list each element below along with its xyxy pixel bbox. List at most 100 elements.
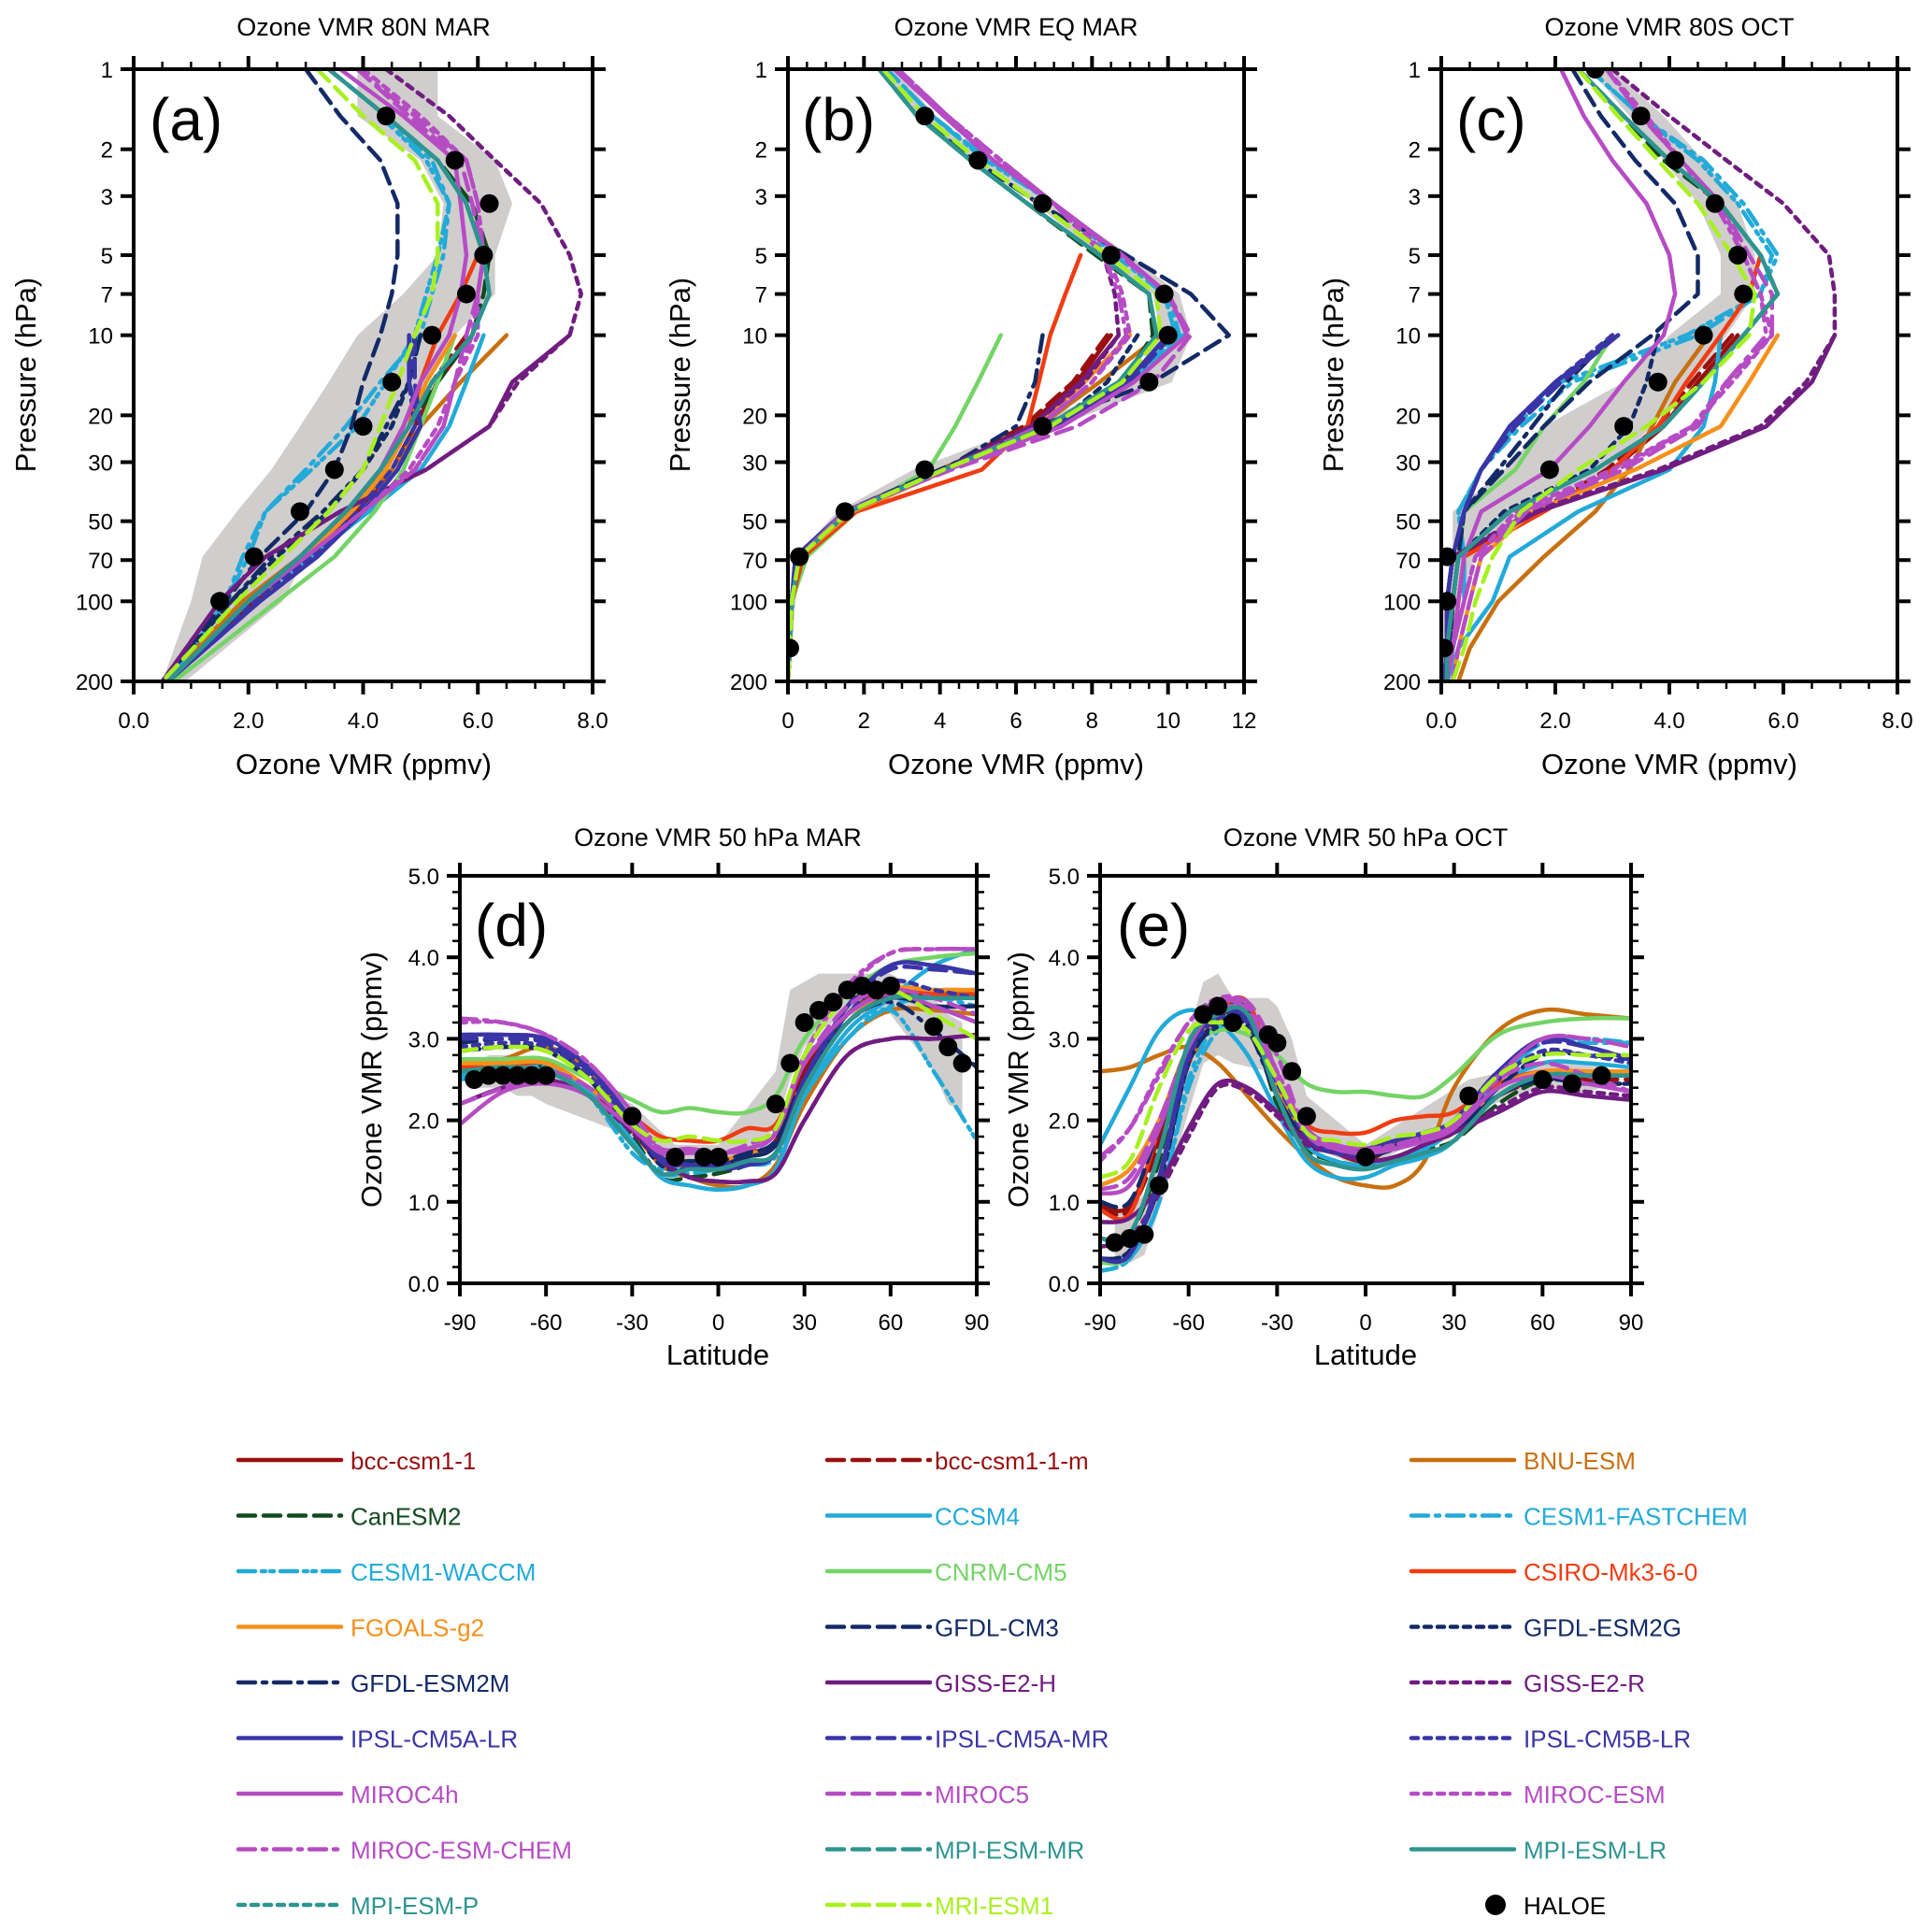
legend-item: CNRM-CM5 bbox=[824, 1558, 1067, 1586]
y-tick-label: 70 bbox=[88, 549, 113, 574]
plot-area bbox=[1441, 69, 1838, 681]
legend-item: IPSL-CM5A-LR bbox=[236, 1725, 518, 1753]
y-tick-label: 7 bbox=[101, 283, 113, 308]
haloe-point bbox=[1194, 1005, 1213, 1024]
legend-item: IPSL-CM5A-MR bbox=[824, 1725, 1109, 1753]
y-tick-label: 30 bbox=[742, 451, 767, 476]
legend-label: HALOE bbox=[1524, 1892, 1606, 1920]
x-tick-label: -90 bbox=[444, 1310, 477, 1336]
y-tick-label: 70 bbox=[742, 549, 767, 574]
haloe-point bbox=[780, 1053, 800, 1073]
y-tick-label: 5 bbox=[755, 244, 767, 269]
legend-label: CSIRO-Mk3-6-0 bbox=[1524, 1558, 1697, 1586]
y-tick-label: 3 bbox=[1409, 185, 1421, 210]
legend-label: CanESM2 bbox=[351, 1503, 462, 1531]
y-tick-label: 50 bbox=[742, 510, 767, 536]
legend-item: GFDL-ESM2G bbox=[1409, 1614, 1682, 1642]
haloe-point bbox=[1648, 372, 1667, 392]
x-tick-label: 6.0 bbox=[1767, 708, 1798, 734]
legend-label: FGOALS-g2 bbox=[351, 1614, 484, 1642]
series-line-bcc-csm1-1-m bbox=[788, 333, 1109, 681]
haloe-point bbox=[1666, 150, 1685, 170]
panel-c: Ozone VMR 80S OCT Ozone VMR (ppmv) Press… bbox=[1317, 13, 1913, 780]
haloe-point bbox=[1728, 245, 1748, 265]
legend-item: GISS-E2-H bbox=[824, 1669, 1056, 1697]
haloe-point bbox=[1539, 460, 1559, 479]
y-tick-label: 0.0 bbox=[1049, 1272, 1080, 1297]
x-tick-label: -60 bbox=[1172, 1310, 1205, 1336]
panel-title: Ozone VMR 80S OCT bbox=[1544, 13, 1794, 41]
haloe-point bbox=[852, 976, 872, 995]
haloe-point bbox=[809, 1000, 829, 1020]
y-tick-label: 2 bbox=[101, 138, 113, 164]
series-line-mri-esm1 bbox=[1450, 69, 1757, 681]
y-axis-label: Ozone VMR (ppmv) bbox=[355, 952, 388, 1208]
series-line-giss-e2-r bbox=[160, 69, 583, 681]
series-line-miroc-esm-chem bbox=[1444, 69, 1768, 681]
y-tick-label: 5 bbox=[1409, 244, 1421, 269]
x-tick-label: 2.0 bbox=[1539, 708, 1570, 734]
x-tick-label: 4.0 bbox=[348, 708, 379, 734]
haloe-point bbox=[823, 993, 843, 1012]
haloe-point bbox=[1441, 638, 1454, 658]
legend-label: GFDL-CM3 bbox=[935, 1614, 1059, 1642]
haloe-point bbox=[952, 1053, 972, 1073]
y-tick-label: 1 bbox=[755, 58, 767, 83]
haloe-point bbox=[1033, 417, 1052, 436]
y-tick-label: 2.0 bbox=[1049, 1109, 1080, 1135]
legend-label: MPI-ESM-MR bbox=[935, 1837, 1084, 1865]
legend-item: FGOALS-g2 bbox=[236, 1614, 484, 1642]
haloe-point bbox=[708, 1147, 728, 1166]
haloe-point bbox=[1441, 547, 1457, 566]
legend-label: GISS-E2-H bbox=[935, 1669, 1056, 1697]
panel-label: (c) bbox=[1456, 86, 1526, 153]
x-tick-label: 4.0 bbox=[1653, 708, 1684, 734]
y-tick-label: 20 bbox=[88, 404, 113, 429]
y-tick-label: 1.0 bbox=[1049, 1191, 1080, 1216]
panel-label: (d) bbox=[475, 892, 548, 959]
legend-item: IPSL-CM5B-LR bbox=[1409, 1725, 1691, 1753]
x-tick-label: 90 bbox=[1619, 1310, 1644, 1336]
x-tick-label: 2.0 bbox=[233, 708, 264, 734]
legend-label: bcc-csm1-1-m bbox=[935, 1447, 1089, 1475]
plot-area bbox=[788, 69, 1231, 681]
y-tick-label: 1.0 bbox=[408, 1191, 439, 1216]
series-line-miroc-esm-chem bbox=[165, 69, 486, 681]
series-line-cesm1-fastchem bbox=[1444, 69, 1781, 681]
x-tick-label: -60 bbox=[530, 1310, 563, 1336]
plot-area bbox=[1100, 973, 1631, 1274]
legend-item: MIROC-ESM bbox=[1409, 1781, 1666, 1809]
series-line-mri-esm1 bbox=[1100, 1020, 1631, 1180]
y-axis-label: Ozone VMR (ppmv) bbox=[1002, 952, 1035, 1208]
y-tick-label: 50 bbox=[1395, 510, 1421, 536]
haloe-point bbox=[1033, 193, 1052, 213]
haloe-point bbox=[479, 193, 499, 213]
haloe-point bbox=[1734, 284, 1753, 304]
haloe-point bbox=[494, 1066, 513, 1085]
series-line-mpi-esm-p bbox=[165, 69, 492, 681]
haloe-point bbox=[1224, 1012, 1242, 1032]
y-tick-label: 2 bbox=[755, 138, 767, 164]
series-line-gfdl-esm2m bbox=[160, 333, 423, 681]
haloe-point bbox=[474, 245, 494, 265]
x-tick-label: 30 bbox=[792, 1310, 817, 1336]
legend-label: MRI-ESM1 bbox=[935, 1892, 1053, 1920]
haloe-point bbox=[508, 1066, 527, 1085]
haloe-point bbox=[445, 150, 465, 170]
haloe-point bbox=[1135, 1224, 1154, 1244]
legend-item: MIROC5 bbox=[824, 1781, 1029, 1809]
series-line-mri-esm1 bbox=[788, 69, 1163, 681]
panel-a: Ozone VMR 80N MAR Ozone VMR (ppmv) Press… bbox=[9, 13, 608, 780]
haloe-point bbox=[1158, 325, 1178, 345]
x-tick-label: 0 bbox=[1359, 1310, 1371, 1336]
haloe-spread-band bbox=[1114, 973, 1602, 1267]
y-tick-label: 10 bbox=[88, 324, 113, 350]
haloe-point bbox=[1356, 1147, 1375, 1166]
legend-label: MIROC-ESM-CHEM bbox=[351, 1837, 572, 1865]
x-axis-label: Latitude bbox=[1314, 1338, 1417, 1371]
legend-item: CESM1-WACCM bbox=[236, 1558, 536, 1586]
haloe-point bbox=[915, 107, 935, 126]
haloe-point bbox=[1441, 592, 1457, 611]
haloe-point bbox=[210, 592, 230, 611]
x-tick-label: 12 bbox=[1232, 708, 1257, 734]
